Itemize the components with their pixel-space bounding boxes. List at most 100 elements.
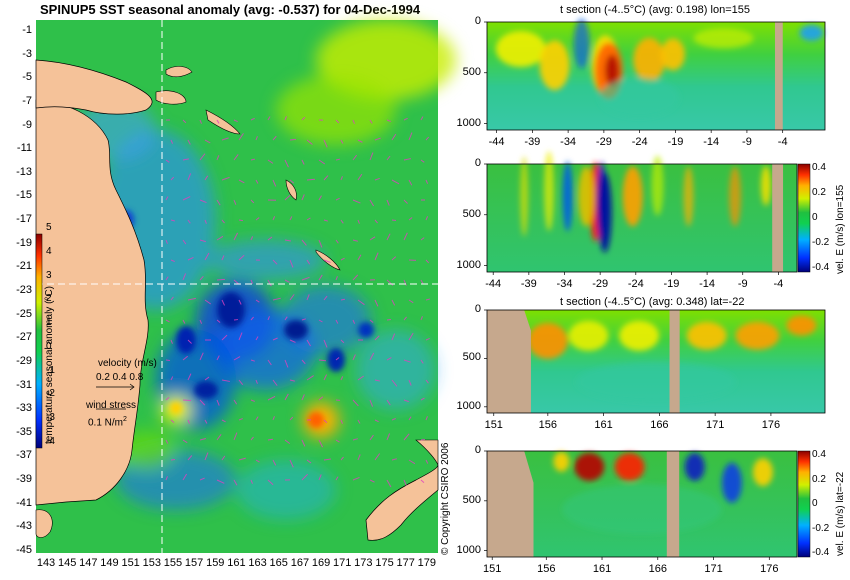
velocity-vector — [420, 237, 425, 241]
velocity-vector — [165, 476, 168, 481]
y-tick-label: 0 — [474, 303, 481, 315]
velocity-vector — [403, 232, 408, 241]
velocity-vector — [301, 394, 305, 401]
lon-tick-label: 179 — [417, 557, 437, 569]
velocity-vector — [170, 219, 175, 222]
panel1-feature — [539, 40, 570, 91]
velocity-vector — [369, 319, 374, 323]
wind-scale-arrow — [96, 408, 126, 410]
vel-colorbar-tick: -0.2 — [812, 522, 830, 534]
x-tick-label: -14 — [703, 136, 720, 148]
velocity-vector — [403, 433, 410, 441]
velocity-vector — [403, 117, 408, 121]
x-tick-label: -34 — [560, 136, 577, 148]
velocity-vector — [386, 399, 391, 406]
velocity-vector — [420, 359, 424, 364]
panel4-feature — [721, 462, 742, 503]
velocity-vector — [221, 419, 226, 423]
velocity-vector — [272, 216, 276, 221]
velocity-vector — [340, 139, 344, 144]
velocity-vector — [408, 416, 412, 421]
lat-tick-label: -45 — [16, 544, 32, 556]
panel4-feature — [553, 451, 570, 472]
panel3-frame — [486, 309, 826, 414]
velocity-vector — [238, 219, 244, 222]
panel2-feature — [544, 151, 554, 231]
velocity-vector — [182, 273, 187, 281]
velocity-vector — [221, 299, 225, 306]
velocity-vector — [306, 139, 313, 145]
y-tick-label: 0 — [474, 157, 481, 169]
velocity-vector — [369, 399, 374, 407]
lat-tick-label: -17 — [16, 213, 32, 226]
panel2-feature — [562, 161, 573, 232]
velocity-vector — [408, 379, 412, 386]
velocity-vector — [352, 354, 356, 361]
velocity-vector — [182, 319, 186, 324]
velocity-vector — [340, 339, 345, 344]
panel4-canvas — [484, 450, 798, 560]
panel4-feature — [684, 452, 705, 481]
velocity-vector — [408, 299, 414, 304]
velocity-vector — [369, 434, 374, 441]
velocity-vector — [374, 453, 381, 461]
x-tick-label: 161 — [594, 419, 613, 431]
velocity-vector — [369, 199, 375, 207]
velocity-vector — [170, 419, 175, 424]
velocity-vector — [306, 178, 316, 181]
lat-tick-label: -15 — [16, 189, 32, 202]
velocity-vector — [255, 336, 259, 341]
velocity-vector — [374, 252, 379, 261]
velocity-vector — [340, 376, 344, 381]
panel2-feature — [761, 165, 771, 206]
velocity-vector — [204, 175, 209, 181]
velocity-vector — [284, 359, 289, 368]
lat-tick-label: -1 — [22, 24, 32, 36]
velocity-vector — [318, 274, 323, 281]
velocity-vector — [420, 397, 425, 401]
velocity-vector — [408, 217, 413, 221]
velocity-vector — [318, 319, 323, 323]
vel-colorbar-lat — [797, 450, 811, 558]
velocity-vector — [221, 455, 226, 461]
panel4-feature — [574, 452, 605, 481]
velocity-vector — [216, 278, 226, 281]
lon-tick-label: 153 — [142, 557, 161, 569]
velocity-vector — [323, 339, 328, 348]
wind-stress-label: wind stress — [86, 400, 137, 411]
velocity-vector — [391, 299, 396, 306]
velocity-vector — [323, 374, 328, 381]
x-tick-label: 166 — [648, 563, 667, 575]
velocity-vector — [306, 294, 310, 301]
velocity-vector — [391, 133, 397, 141]
panel1-title: t section (-4..5°C) (avg: 0.198) lon=155 — [560, 4, 750, 16]
velocity-vector — [204, 219, 207, 224]
velocity-vector — [420, 316, 423, 321]
velocity-vector — [425, 338, 430, 341]
velocity-vector — [289, 179, 295, 184]
velocity-vector — [352, 399, 359, 407]
velocity-vector — [267, 395, 276, 401]
velocity-vector — [323, 175, 329, 181]
velocity-vector — [165, 319, 170, 323]
velocity-vector — [420, 479, 425, 484]
velocity-vector — [357, 219, 360, 224]
lat-tick-label: -5 — [22, 71, 32, 84]
velocity-vector — [250, 359, 255, 362]
vel-colorbar-tick: -0.4 — [812, 262, 830, 273]
velocity-vector — [425, 179, 429, 184]
panel2-feature — [729, 166, 741, 227]
velocity-vector — [267, 116, 271, 121]
velocity-vector — [369, 352, 375, 361]
wind-stress-scale: 0.1 N/m2 — [88, 416, 127, 429]
velocity-vector — [187, 373, 192, 381]
velocity-vector — [352, 119, 355, 124]
x-tick-label: -24 — [631, 136, 648, 148]
panel1-feature — [633, 37, 666, 82]
panel3-feature — [576, 362, 736, 403]
velocity-vector — [272, 297, 281, 301]
velocity-vector — [408, 179, 413, 186]
velocity-vector — [233, 154, 239, 161]
velocity-vector — [182, 158, 189, 161]
velocity-vector — [199, 319, 203, 324]
